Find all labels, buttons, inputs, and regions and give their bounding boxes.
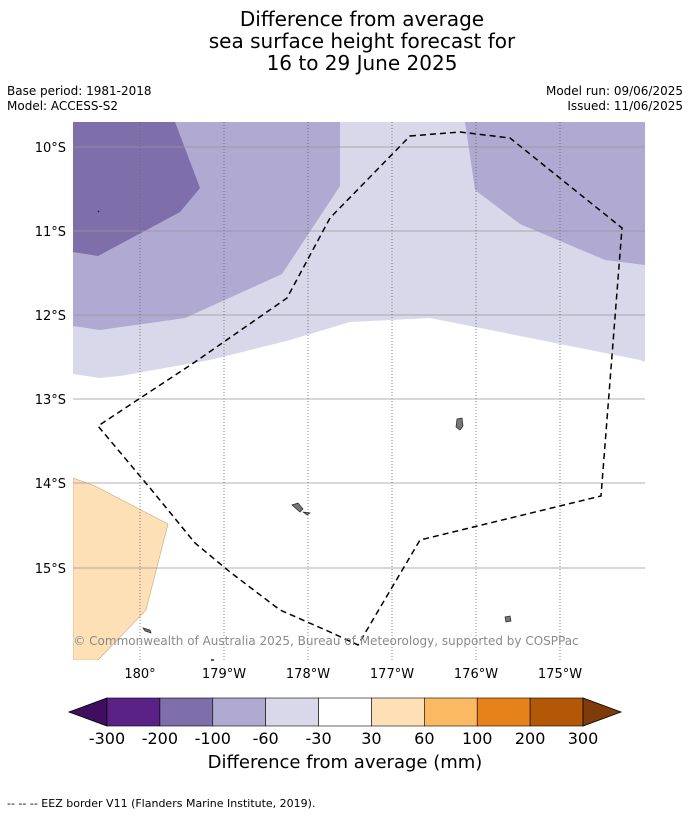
lat-label: 10°S bbox=[35, 141, 66, 156]
contour-band-200-100 bbox=[73, 122, 200, 256]
colorbar-tick-label: -100 bbox=[195, 729, 231, 748]
eez-footnote: -- -- -- EEZ border V11 (Flanders Marine… bbox=[7, 797, 316, 810]
island-central-small bbox=[302, 511, 311, 516]
issued-date: Issued: 11/06/2025 bbox=[567, 99, 683, 113]
base-period: Base period: 1981-2018 bbox=[7, 84, 152, 98]
metadata-right: Model run: 09/06/2025 Issued: 11/06/2025 bbox=[546, 84, 683, 114]
colorbar-extend-high bbox=[582, 697, 623, 727]
latitude-axis: 10°S 11°S 12°S 13°S 14°S 15°S bbox=[35, 141, 66, 577]
model-name: Model: ACCESS-S2 bbox=[7, 99, 119, 113]
model-run: Model run: 09/06/2025 bbox=[545, 84, 683, 98]
colorbar-tick-label: -60 bbox=[253, 729, 279, 748]
lat-label: 13°S bbox=[35, 393, 66, 408]
lon-label: 178°W bbox=[286, 667, 330, 682]
colorbar-tick-label: 300 bbox=[568, 729, 599, 748]
colorbar-segment bbox=[424, 697, 478, 727]
lon-label: 177°W bbox=[370, 667, 414, 682]
latitude-gridlines bbox=[73, 146, 645, 569]
colorbar-segment bbox=[159, 697, 214, 727]
metadata-left: Base period: 1981-2018 Model: ACCESS-S2 bbox=[7, 84, 152, 114]
colorbar-segment bbox=[265, 697, 319, 727]
lon-label: 176°W bbox=[454, 667, 498, 682]
colorbar-segment bbox=[529, 697, 584, 727]
longitude-axis: 180° 179°W 178°W 177°W 176°W 175°W bbox=[124, 667, 582, 682]
lon-label: 175°W bbox=[538, 667, 582, 682]
colorbar-tick-label: 60 bbox=[414, 729, 434, 748]
colorbar-tick-label: -30 bbox=[305, 729, 331, 748]
lon-label: 180° bbox=[124, 667, 155, 682]
map-credit: © Commonwealth of Australia 2025, Bureau… bbox=[73, 634, 578, 648]
lat-label: 14°S bbox=[35, 477, 66, 492]
contour-band-30-60 bbox=[73, 477, 169, 660]
colorbar: -300 -200 -100 -60 -30 30 60 100 200 300 bbox=[67, 697, 623, 748]
lat-label: 15°S bbox=[35, 562, 66, 577]
map-title: Difference from average sea surface heig… bbox=[0, 8, 690, 74]
colorbar-segment bbox=[106, 697, 161, 727]
lat-label: 11°S bbox=[35, 225, 66, 240]
title-line-2: sea surface height forecast for bbox=[208, 29, 516, 53]
island-southeast bbox=[504, 615, 512, 623]
colorbar-segment bbox=[318, 697, 372, 727]
title-line-1: Difference from average bbox=[239, 7, 485, 31]
island-northwest bbox=[97, 210, 100, 213]
colorbar-segment bbox=[371, 697, 425, 727]
islands bbox=[142, 417, 512, 634]
colorbar-tick-label: 200 bbox=[515, 729, 546, 748]
island-southwest bbox=[142, 627, 152, 634]
title-line-3: 16 to 29 June 2025 bbox=[266, 51, 458, 75]
contour-band-100-60-east bbox=[465, 122, 645, 265]
eez-border bbox=[96, 131, 623, 646]
colorbar-tick-label: -200 bbox=[142, 729, 178, 748]
colorbar-segment bbox=[212, 697, 266, 727]
colorbar-extend-low bbox=[67, 697, 108, 727]
lat-label: 12°S bbox=[35, 309, 66, 324]
colorbar-title: Difference from average (mm) bbox=[207, 752, 483, 773]
colorbar-tick-label: 100 bbox=[462, 729, 493, 748]
lon-label: 179°W bbox=[202, 667, 246, 682]
colorbar-segment bbox=[476, 697, 531, 727]
colorbar-tick-label: -300 bbox=[89, 729, 125, 748]
island-east bbox=[455, 417, 464, 431]
island-central bbox=[291, 502, 304, 513]
colorbar-tick-label: 30 bbox=[361, 729, 381, 748]
